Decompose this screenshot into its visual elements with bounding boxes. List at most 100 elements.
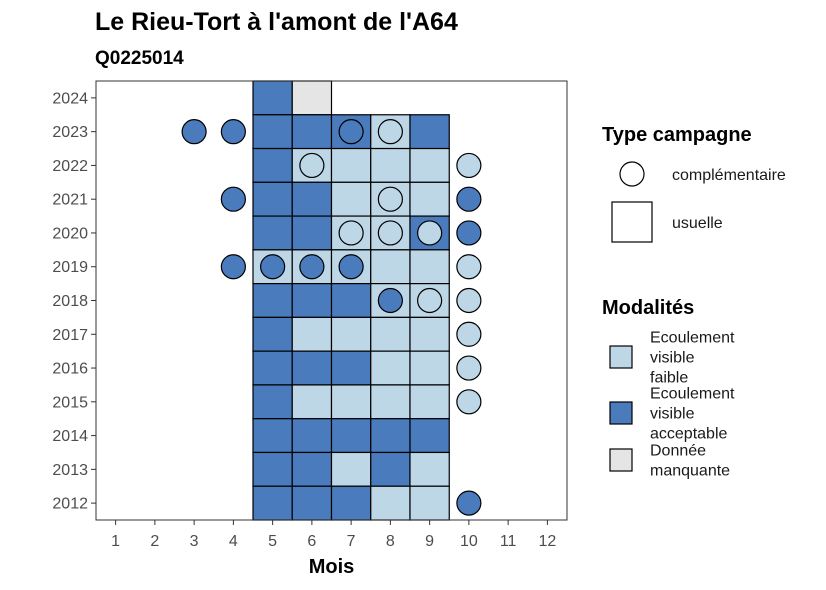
point-2015-10 [456, 389, 482, 415]
legend-usuelle-square-icon [611, 201, 653, 243]
point-2021-10 [456, 186, 482, 212]
legend-modalites-title: Modalités [602, 297, 694, 319]
tile-2015-6 [291, 384, 333, 420]
x-tick-label: 10 [460, 533, 478, 550]
tile-2013-6 [291, 451, 333, 487]
legend-usuelle-label: usuelle [672, 215, 723, 232]
x-tick-label: 1 [111, 533, 120, 550]
point-2018-10 [456, 287, 482, 314]
y-tick-label: 2013 [52, 462, 88, 479]
legend: Type campagne complémentaire usuelle Mod… [602, 124, 786, 480]
y-tick-label: 2016 [52, 361, 88, 378]
tile-2023-9 [409, 114, 450, 150]
point-2020-8 [377, 220, 403, 246]
chart-subtitle: Q0225014 [95, 48, 184, 69]
tile-2014-8 [370, 418, 411, 454]
x-axis: 1 2 3 4 5 6 7 8 9 10 11 12 [111, 520, 556, 550]
x-tick-label: 3 [190, 533, 199, 550]
point-2023-8 [377, 119, 403, 145]
tile-2022-5 [252, 147, 293, 183]
tile-2012-7 [330, 485, 372, 521]
x-tick-label: 12 [538, 533, 556, 550]
point-2019-7 [338, 254, 364, 280]
tile-2016-9 [409, 350, 450, 386]
tile-2021-6 [291, 181, 333, 217]
y-tick-label: 2014 [52, 428, 88, 445]
legend-complementaire-label: complémentaire [672, 167, 786, 184]
tile-2017-5 [252, 316, 293, 352]
tile-2014-5 [252, 418, 293, 454]
legend-modalites: EcoulementvisiblefaibleEcoulementvisible… [609, 330, 735, 480]
tile-2021-5 [252, 181, 293, 217]
y-tick-label: 2023 [52, 124, 88, 141]
legend-modalite-key [609, 401, 633, 425]
legend-modalite-label: manquante [650, 463, 730, 480]
point-2019-5 [260, 254, 286, 280]
tile-2021-7 [330, 181, 372, 217]
tile-2022-8 [370, 147, 411, 183]
tile-2017-8 [370, 316, 411, 352]
legend-modalite-label: acceptable [650, 426, 727, 443]
tile-2015-9 [409, 384, 450, 420]
tile-2022-7 [330, 147, 372, 183]
tile-2024-5 [252, 80, 293, 116]
tile-2012-6 [291, 485, 333, 521]
x-tick-label: 9 [425, 533, 434, 550]
tile-2018-7 [330, 283, 372, 318]
x-tick-label: 5 [268, 533, 277, 550]
y-tick-label: 2021 [52, 192, 88, 209]
tile-2016-6 [291, 350, 333, 386]
legend-modalite-key [609, 345, 633, 369]
tile-2012-8 [370, 485, 411, 521]
point-2019-4 [220, 254, 246, 280]
x-tick-label: 11 [500, 533, 517, 550]
point-2019-6 [299, 254, 325, 280]
point-2020-7 [338, 220, 364, 246]
y-tick-label: 2015 [52, 394, 88, 411]
legend-modalite-label: Ecoulement [650, 386, 735, 403]
tile-2020-5 [252, 215, 293, 251]
point-2023-4 [220, 119, 246, 145]
point-2020-10 [456, 220, 482, 246]
complementaire-points [181, 119, 482, 516]
tile-2019-9 [409, 249, 450, 285]
tile-2022-9 [409, 147, 450, 183]
point-2022-10 [456, 152, 482, 179]
point-2019-10 [456, 254, 482, 280]
point-2021-4 [220, 186, 246, 212]
y-tick-label: 2018 [52, 293, 88, 310]
x-tick-label: 6 [307, 533, 316, 550]
y-tick-label: 2020 [52, 225, 88, 242]
plot-area [95, 80, 568, 521]
tile-2016-5 [252, 350, 293, 386]
tile-2012-9 [409, 485, 450, 521]
x-tick-label: 2 [150, 533, 159, 550]
tile-2017-7 [330, 316, 372, 352]
point-2023-7 [338, 119, 364, 145]
x-tick-label: 7 [347, 533, 356, 550]
legend-modalite-label: Donnée [650, 443, 706, 460]
y-tick-label: 2019 [52, 259, 88, 276]
tile-2014-6 [291, 418, 333, 454]
tile-2019-8 [370, 249, 411, 285]
tile-2013-8 [370, 451, 411, 487]
tile-2024-6 [291, 80, 333, 116]
legend-complementaire-circle-icon [619, 161, 645, 187]
tile-2015-8 [370, 384, 411, 420]
tile-2012-5 [252, 485, 293, 521]
legend-modalite-label: faible [650, 370, 688, 387]
y-tick-label: 2012 [52, 496, 88, 513]
point-2016-10 [456, 355, 482, 381]
tile-2015-7 [330, 384, 372, 420]
y-tick-label: 2017 [52, 327, 88, 344]
legend-modalite-key [609, 448, 633, 472]
tile-2017-9 [409, 316, 450, 352]
tile-2018-5 [252, 283, 293, 318]
point-2012-10 [456, 490, 482, 516]
tile-2023-6 [291, 114, 333, 150]
tile-2013-7 [330, 451, 372, 487]
legend-type-title: Type campagne [602, 124, 752, 146]
tile-2021-9 [409, 181, 450, 217]
point-2023-3 [181, 119, 207, 145]
